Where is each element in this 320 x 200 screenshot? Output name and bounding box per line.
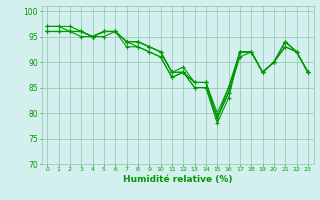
X-axis label: Humidité relative (%): Humidité relative (%) <box>123 175 232 184</box>
